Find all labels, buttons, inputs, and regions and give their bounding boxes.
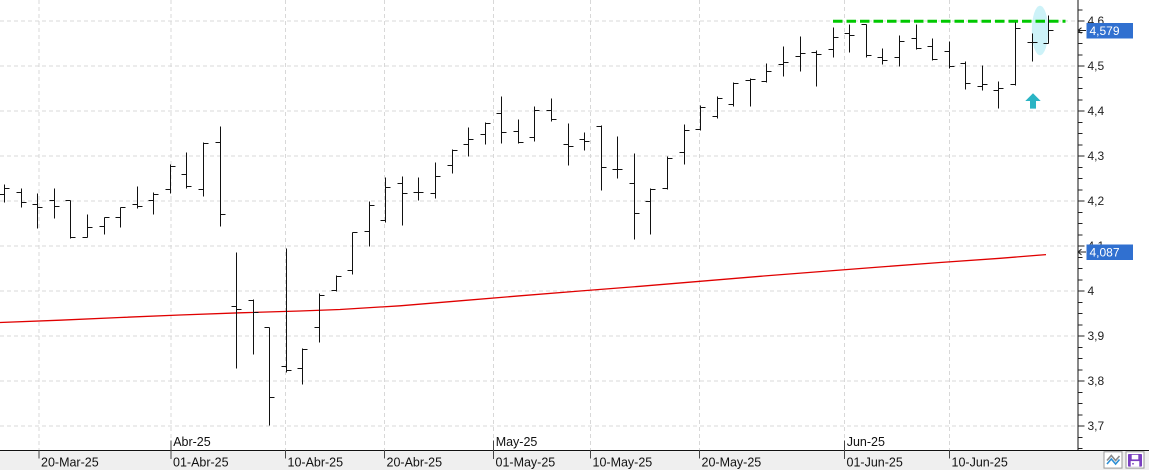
svg-text:4,087: 4,087 bbox=[1090, 246, 1120, 260]
svg-text:May-25: May-25 bbox=[496, 435, 538, 449]
svg-text:4: 4 bbox=[1088, 284, 1095, 298]
svg-text:20-May-25: 20-May-25 bbox=[702, 456, 762, 470]
svg-text:10-Jun-25: 10-Jun-25 bbox=[952, 456, 1008, 470]
svg-text:Abr-25: Abr-25 bbox=[173, 435, 211, 449]
svg-text:10-May-25: 10-May-25 bbox=[593, 456, 653, 470]
svg-text:4,3: 4,3 bbox=[1088, 149, 1105, 163]
svg-text:4,579: 4,579 bbox=[1090, 24, 1120, 38]
svg-text:4,4: 4,4 bbox=[1088, 104, 1105, 118]
svg-text:01-May-25: 01-May-25 bbox=[496, 456, 556, 470]
svg-text:3,7: 3,7 bbox=[1088, 419, 1105, 433]
svg-text:3,9: 3,9 bbox=[1088, 329, 1105, 343]
svg-text:Jun-25: Jun-25 bbox=[847, 435, 885, 449]
svg-text:20-Abr-25: 20-Abr-25 bbox=[387, 456, 443, 470]
svg-text:10-Abr-25: 10-Abr-25 bbox=[288, 456, 344, 470]
svg-text:01-Abr-25: 01-Abr-25 bbox=[173, 456, 229, 470]
svg-text:4,5: 4,5 bbox=[1088, 59, 1105, 73]
svg-text:4,2: 4,2 bbox=[1088, 194, 1105, 208]
svg-text:20-Mar-25: 20-Mar-25 bbox=[41, 456, 99, 470]
svg-text:01-Jun-25: 01-Jun-25 bbox=[847, 456, 903, 470]
svg-text:3,8: 3,8 bbox=[1088, 374, 1105, 388]
